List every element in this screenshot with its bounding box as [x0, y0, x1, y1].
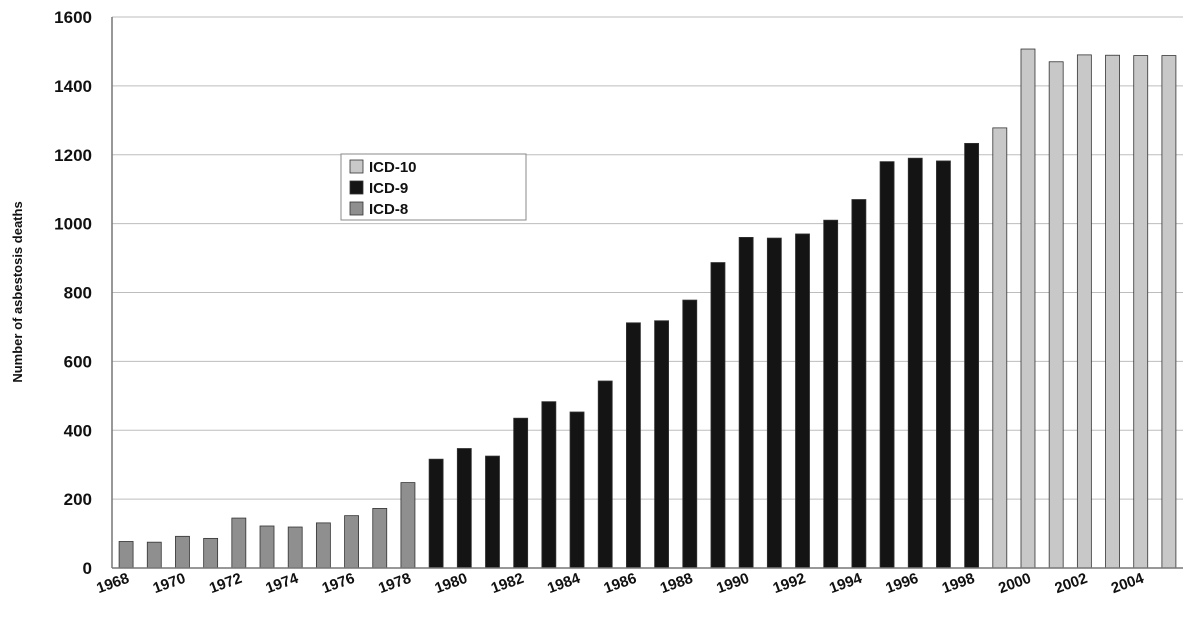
y-axis-title: Number of asbestosis deaths — [10, 201, 25, 382]
bar-2003 — [1105, 54, 1120, 569]
y-tick-label: 0 — [83, 559, 92, 578]
x-tick-label: 1990 — [714, 570, 751, 597]
x-tick-label: 1980 — [432, 570, 469, 597]
y-tick-label: 1400 — [54, 77, 92, 96]
bar-1974 — [287, 526, 303, 569]
bar-1976 — [344, 515, 359, 569]
y-tick-label: 200 — [64, 490, 92, 509]
bar-2001 — [1048, 61, 1064, 569]
bar-1978 — [400, 482, 416, 569]
axes — [111, 17, 1183, 569]
bar-1998 — [964, 142, 980, 569]
bar-1992 — [795, 233, 810, 569]
bar-1994 — [851, 199, 867, 569]
bar-1986 — [626, 322, 641, 569]
bar-1993 — [823, 219, 839, 569]
bar-1989 — [710, 262, 726, 569]
legend-label: ICD-8 — [369, 201, 408, 218]
bar-1985 — [597, 380, 613, 569]
x-tick-label: 1970 — [151, 570, 188, 597]
y-tick-label: 1000 — [54, 215, 92, 234]
y-tick-label: 800 — [64, 284, 92, 303]
bars — [118, 48, 1177, 569]
bar-1996 — [907, 157, 923, 569]
bar-1983 — [541, 401, 557, 569]
bar-1981 — [485, 455, 500, 569]
bar-1999 — [992, 127, 1008, 569]
bar-1975 — [315, 522, 331, 569]
bar-1972 — [231, 517, 247, 569]
y-tick-label: 600 — [64, 352, 92, 371]
bar-2002 — [1076, 54, 1092, 569]
y-tick-label: 400 — [64, 421, 92, 440]
x-tick-label: 1976 — [320, 570, 357, 597]
bar-1973 — [259, 525, 275, 569]
bar-1990 — [738, 236, 754, 569]
x-tick-label: 1992 — [771, 570, 808, 597]
bar-1987 — [654, 320, 669, 569]
x-tick-label: 1968 — [94, 570, 131, 597]
legend-swatch — [349, 159, 364, 174]
legend-label: ICD-9 — [369, 180, 408, 197]
gridlines — [112, 16, 1183, 500]
x-tick-label: 1994 — [827, 570, 865, 598]
bar-1984 — [569, 411, 585, 569]
bar-1977 — [372, 508, 388, 569]
x-tick-label: 1986 — [602, 570, 639, 597]
bar-1997 — [936, 160, 951, 569]
legend-box — [340, 153, 527, 221]
legend-swatch — [349, 201, 364, 216]
legend-label: ICD-10 — [369, 159, 417, 176]
legend: ICD-10 ICD-9 ICD-8 — [340, 153, 527, 221]
bar-1980 — [456, 448, 472, 569]
bar-1968 — [118, 541, 134, 569]
x-tick-label: 1978 — [376, 570, 413, 597]
x-tick-label: 2004 — [1109, 570, 1147, 598]
bar-1988 — [682, 299, 698, 569]
x-tick-label: 1972 — [207, 570, 244, 597]
bar-1991 — [766, 237, 782, 569]
legend-swatch — [349, 180, 364, 195]
y-tick-label: 1200 — [54, 146, 92, 165]
x-tick-label: 1974 — [263, 570, 301, 598]
x-tick-label: 1982 — [489, 570, 526, 597]
bar-1979 — [428, 458, 444, 569]
bar-2004 — [1133, 55, 1149, 569]
bar-1982 — [513, 417, 529, 569]
bar-1970 — [175, 535, 190, 569]
x-tick-label: 1996 — [883, 570, 920, 597]
bar-2005 — [1161, 55, 1177, 569]
x-tick-label: 1988 — [658, 570, 695, 597]
bar-2000 — [1020, 48, 1036, 569]
x-tick-label: 1998 — [940, 570, 977, 597]
x-tick-label: 1984 — [545, 570, 583, 598]
y-tick-label: 1600 — [54, 8, 92, 27]
bar-1971 — [203, 537, 219, 569]
x-tick-labels: 1968 1970 1972 1974 1976 1978 1980 1982 1984 1986… — [94, 570, 1146, 598]
y-tick-labels: 0 200 400 600 800 1000 1200 1400 1600 — [54, 8, 92, 578]
x-tick-label: 2002 — [1053, 570, 1090, 597]
x-tick-label: 2000 — [996, 570, 1033, 597]
bar-1995 — [879, 161, 895, 569]
bar-1969 — [146, 541, 162, 569]
